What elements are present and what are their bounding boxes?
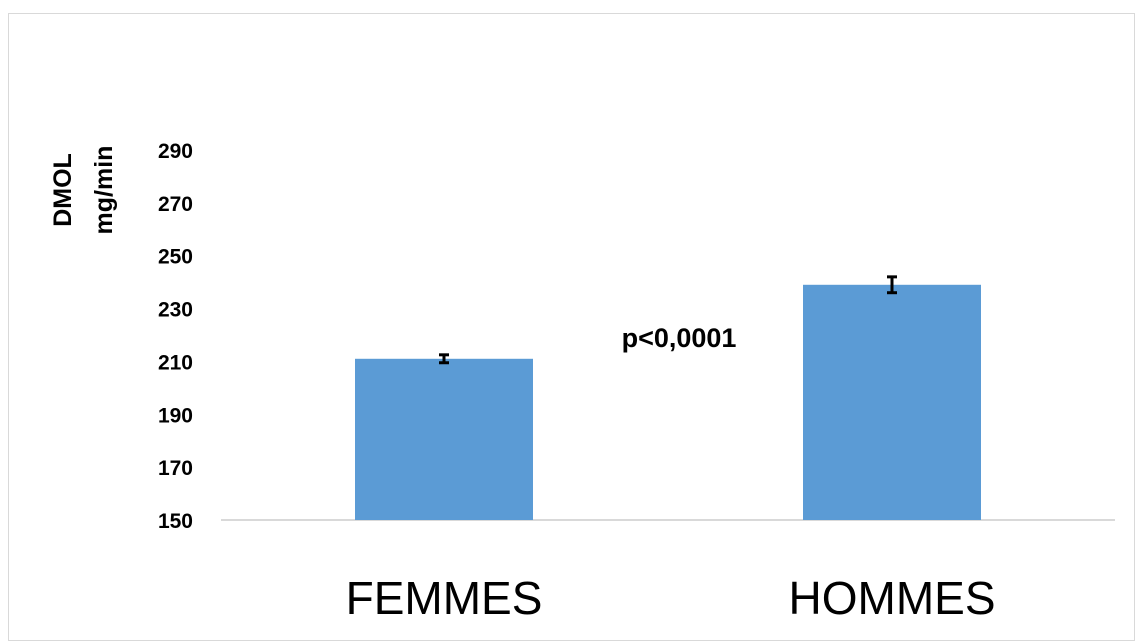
x-category-label: FEMMES [346,572,543,624]
y-tick-label: 290 [158,140,193,163]
y-tick-label: 190 [158,404,193,427]
bar-femmes [355,358,533,520]
y-tick-label: 210 [158,351,193,374]
error-bars [439,275,897,365]
y-tick-label: 150 [158,510,193,533]
y-axis-ticks: 150 170 190 210 230 250 270 290 [158,140,193,533]
y-tick-label: 230 [158,299,193,322]
p-value-annotation: p<0,0001 [622,323,737,353]
x-axis-categories: FEMMES HOMMES [346,572,996,624]
y-axis-label-line-2: mg/min [90,146,118,235]
error-bar-femmes [439,353,449,365]
error-bar-hommes [887,275,897,295]
y-axis-label: DMOL mg/min [49,146,118,235]
bar-hommes [803,284,981,520]
y-tick-label: 170 [158,457,193,480]
x-category-label: HOMMES [789,572,996,624]
y-tick-label: 270 [158,193,193,216]
bars [355,284,981,520]
y-axis-label-line-1: DMOL [49,153,77,227]
y-tick-label: 250 [158,246,193,269]
